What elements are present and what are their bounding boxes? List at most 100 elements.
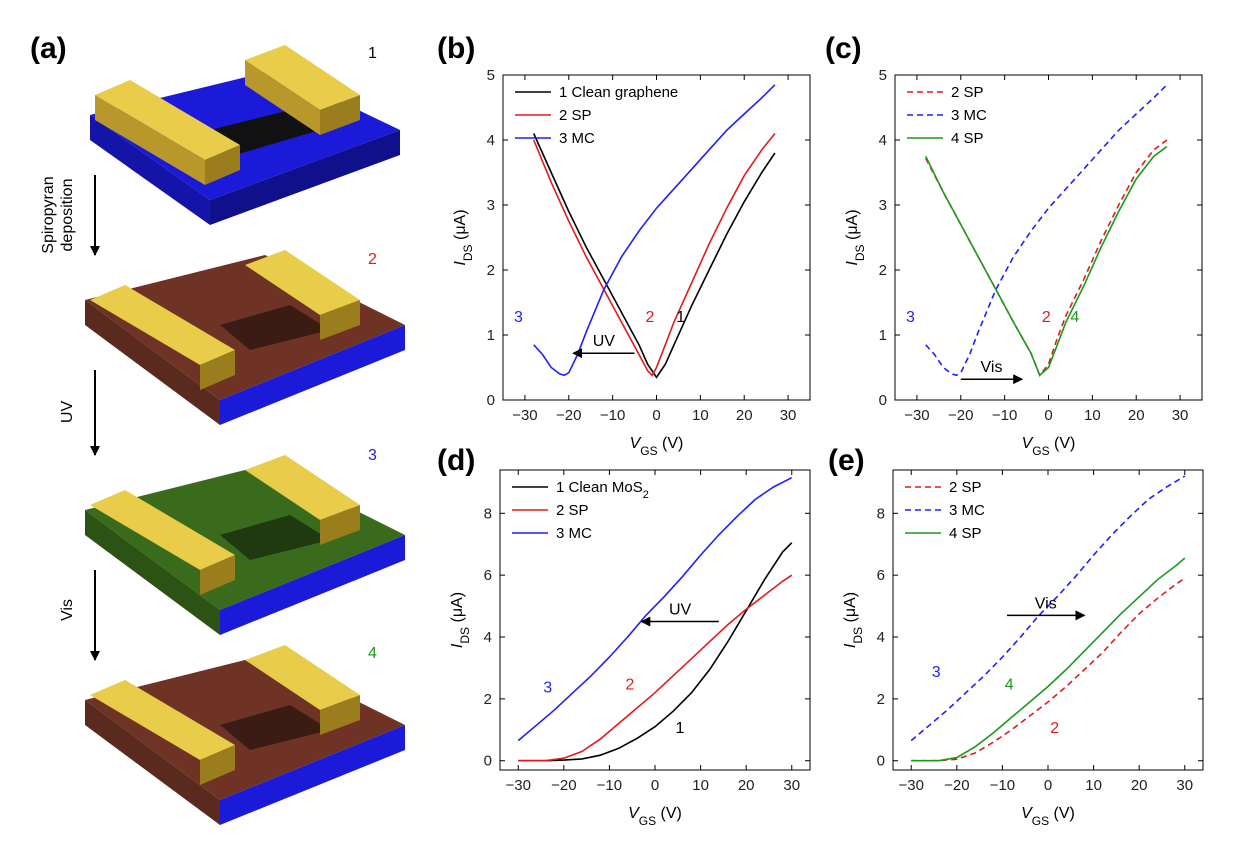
y-axis-label: IDS (μA) xyxy=(449,592,472,648)
device-2-side-left xyxy=(85,300,220,425)
chart-panel-e: −30 −20 −10 0 10 20 30 0 2 4 6 8 VGS (V) IDS (μA) 2 SP… xyxy=(842,469,1204,828)
curve-number-label: 2 xyxy=(646,309,655,326)
x-tick-label: −30 xyxy=(512,407,537,424)
plot-frame-b xyxy=(502,74,811,401)
curve-number-label: 3 xyxy=(906,309,915,326)
series-line-1-clean-graphene xyxy=(532,133,776,379)
device-3-electrode-left-front xyxy=(200,555,235,595)
plot-frame-d xyxy=(499,469,811,771)
device-4-side-left xyxy=(85,700,220,825)
step-number-4: 4 xyxy=(368,645,377,662)
x-tick-label: −10 xyxy=(992,407,1017,424)
curve-number-label: 1 xyxy=(676,720,685,737)
legend-entry: 3 MC xyxy=(559,130,595,147)
step-number-1: 1 xyxy=(368,45,377,62)
device-2-electrode-right-top xyxy=(245,250,360,315)
x-tick-label: −30 xyxy=(506,777,531,794)
device-1-electrode-right-top xyxy=(245,45,360,110)
y-tick-label: 3 xyxy=(487,197,495,214)
y-tick-label: 8 xyxy=(484,505,492,522)
x-tick-label: −30 xyxy=(904,407,929,424)
device-4-electrode-right-top xyxy=(245,645,360,710)
series-line-2-sp xyxy=(911,577,1186,762)
device-3-side-left xyxy=(85,510,220,635)
device-1-side-left xyxy=(90,115,210,225)
legend-entry: 2 SP xyxy=(951,84,984,101)
x-tick-label: 10 xyxy=(1084,407,1101,424)
x-tick-label: 30 xyxy=(1172,407,1189,424)
arrow-label-spiropyran: Spiropyran xyxy=(40,176,57,253)
device-1-electrode-left-front xyxy=(205,145,240,185)
y-tick-label: 1 xyxy=(879,327,887,344)
y-tick-label: 0 xyxy=(487,392,495,409)
device-2-electrode-left-top xyxy=(90,285,235,365)
x-tick-label: −20 xyxy=(948,407,973,424)
x-tick-label: 20 xyxy=(1131,777,1148,794)
y-tick-label: 2 xyxy=(879,262,887,279)
panel-a-schematic: (a) 1 2 xyxy=(30,32,405,825)
process-arrow-3: Vis xyxy=(59,570,100,661)
curve-number-label: 1 xyxy=(676,309,685,326)
y-tick-label: 4 xyxy=(879,132,887,149)
legend-entry: 4 SP xyxy=(949,525,982,542)
step-number-2: 2 xyxy=(368,251,377,268)
curve-number-label: 3 xyxy=(514,309,523,326)
y-tick-label: 2 xyxy=(487,262,495,279)
series-line-1-clean-mos xyxy=(518,542,793,762)
x-tick-label: −30 xyxy=(899,777,924,794)
panel-label-e: (e) xyxy=(828,444,865,477)
x-axis-label: VGS (V) xyxy=(1021,805,1075,828)
arrow-label-deposition: deposition xyxy=(59,179,76,252)
legend-entry: 4 SP xyxy=(951,130,984,147)
chart-panel-d: −30 −20 −10 0 10 20 30 0 2 4 6 8 VGS (V) IDS (μA) 1 Cl… xyxy=(449,469,811,828)
y-tick-label: 4 xyxy=(877,629,885,646)
panel-label-d: (d) xyxy=(437,444,475,477)
curve-number-label: 4 xyxy=(1005,677,1014,694)
device-step-3: 3 xyxy=(85,447,405,635)
x-tick-label: −20 xyxy=(551,777,576,794)
y-tick-label: 0 xyxy=(484,753,492,770)
x-tick-label: −20 xyxy=(944,777,969,794)
device-2-electrode-left-front xyxy=(200,350,235,390)
y-tick-label: 4 xyxy=(484,629,492,646)
device-1-electrode-right-front xyxy=(320,95,360,135)
x-tick-label: −20 xyxy=(556,407,581,424)
y-tick-label: 8 xyxy=(877,505,885,522)
series-line-2-sp xyxy=(518,574,793,762)
process-arrow-1: Spiropyran deposition xyxy=(40,175,100,256)
series-line-3-mc xyxy=(910,475,1186,742)
process-arrow-2: UV xyxy=(59,370,100,456)
device-step-2: 2 xyxy=(85,250,405,425)
step-number-3: 3 xyxy=(368,447,377,464)
x-tick-label: 20 xyxy=(736,407,753,424)
y-tick-label: 2 xyxy=(877,691,885,708)
x-tick-label: −10 xyxy=(600,407,625,424)
y-tick-label: 2 xyxy=(484,691,492,708)
x-tick-label: 10 xyxy=(1085,777,1102,794)
device-4-electrode-left-top xyxy=(90,680,235,760)
series-line-3-mc xyxy=(533,84,776,377)
device-3-electrode-left-top xyxy=(90,490,235,570)
panel-label-b: (b) xyxy=(437,32,475,65)
y-tick-label: 3 xyxy=(879,197,887,214)
device-step-4: 4 xyxy=(85,645,405,825)
panel-label-a: (a) xyxy=(30,32,67,65)
y-tick-label: 1 xyxy=(487,327,495,344)
chart-panel-b: −30 −20 −10 0 10 20 30 0 1 2 3 4 5 VGS (V) IDS (μA) 1 C… xyxy=(452,67,811,458)
x-tick-label: 10 xyxy=(692,407,709,424)
annotation-arrow-label: UV xyxy=(669,602,692,619)
device-1-electrode-right-side xyxy=(245,60,320,135)
legend-entry: 2 SP xyxy=(556,502,589,519)
plot-frame-c xyxy=(894,74,1203,401)
device-4-electrode-right-front xyxy=(320,695,360,735)
y-tick-label: 0 xyxy=(879,392,887,409)
device-1-electrode-left-side xyxy=(95,95,205,185)
y-tick-label: 4 xyxy=(487,132,495,149)
legend-entry: 3 MC xyxy=(556,525,592,542)
series-line-4-sp xyxy=(924,145,1168,377)
y-axis-label: IDS (μA) xyxy=(844,209,867,265)
x-tick-label: 30 xyxy=(780,407,797,424)
y-tick-label: 6 xyxy=(484,567,492,584)
device-4-channel xyxy=(220,705,330,750)
